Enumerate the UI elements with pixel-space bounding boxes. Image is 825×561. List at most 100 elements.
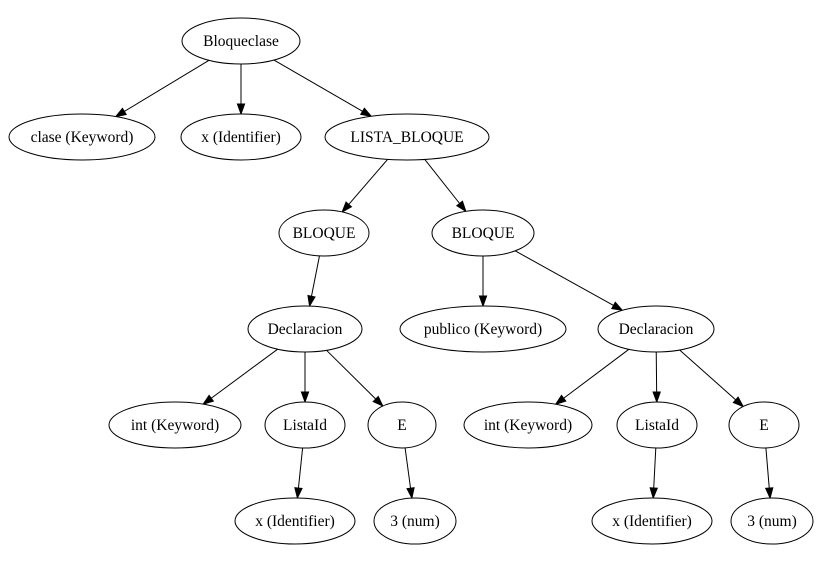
tree-edge-n5-n8 bbox=[514, 250, 624, 312]
arrowhead-icon bbox=[649, 487, 659, 500]
tree-node-n0: Bloqueclase bbox=[181, 17, 301, 65]
node-label: E bbox=[397, 417, 406, 434]
tree-edge-n6-n10 bbox=[300, 352, 310, 404]
tree-node-n1: clase (Keyword) bbox=[8, 113, 156, 161]
node-label: x (Identifier) bbox=[612, 513, 692, 530]
arrowhead-icon bbox=[114, 107, 127, 118]
node-ellipse bbox=[234, 497, 356, 545]
node-ellipse bbox=[278, 209, 370, 257]
edge-line bbox=[563, 348, 630, 399]
node-ellipse bbox=[367, 401, 437, 449]
tree-edge-n8-n14 bbox=[679, 349, 745, 408]
node-label: BLOQUE bbox=[452, 225, 515, 242]
node-label: Bloqueclase bbox=[203, 33, 279, 50]
edge-line bbox=[210, 348, 278, 399]
tree-node-n17: x (Identifier) bbox=[591, 497, 713, 545]
tree-edge-n6-n11 bbox=[326, 349, 384, 408]
arrowhead-icon bbox=[455, 200, 467, 213]
node-ellipse bbox=[181, 17, 301, 65]
tree-node-n4: BLOQUE bbox=[278, 209, 370, 257]
arrowhead-icon bbox=[294, 487, 303, 500]
node-label: BLOQUE bbox=[293, 225, 356, 242]
tree-nodes: Bloqueclase clase (Keyword) x (Identifier)… bbox=[8, 17, 814, 545]
node-label: int (Keyword) bbox=[484, 417, 572, 434]
tree-node-n8: Declaracion bbox=[597, 305, 715, 353]
edge-line bbox=[273, 59, 363, 112]
tree-edge-n0-n2 bbox=[236, 64, 246, 116]
node-label: ListaId bbox=[635, 417, 679, 434]
edge-line bbox=[124, 59, 210, 112]
tree-edge-n6-n9 bbox=[201, 348, 278, 406]
tree-node-n13: ListaId bbox=[616, 401, 698, 449]
edge-line bbox=[765, 447, 770, 489]
tree-edge-n8-n12 bbox=[554, 348, 630, 406]
node-ellipse bbox=[616, 401, 698, 449]
tree-edges bbox=[114, 59, 774, 500]
arrowhead-icon bbox=[406, 487, 415, 500]
node-ellipse bbox=[8, 113, 156, 161]
arrowhead-icon bbox=[478, 295, 488, 308]
arrowhead-icon bbox=[732, 396, 745, 408]
tree-edge-n0-n3 bbox=[273, 59, 373, 118]
tree-edge-n0-n1 bbox=[114, 59, 210, 118]
tree-node-n15: x (Identifier) bbox=[234, 497, 356, 545]
edge-line bbox=[679, 349, 737, 401]
tree-edge-n3-n5 bbox=[424, 159, 467, 213]
edge-line bbox=[424, 159, 461, 204]
node-ellipse bbox=[373, 497, 457, 545]
node-label: ListaId bbox=[283, 417, 327, 434]
arrowhead-icon bbox=[341, 201, 353, 214]
tree-node-n3: LISTA_BLOQUE bbox=[324, 113, 490, 161]
tree-edge-n5-n7 bbox=[478, 256, 488, 308]
edge-line bbox=[310, 255, 320, 297]
node-label: Declaracion bbox=[619, 321, 694, 338]
node-ellipse bbox=[463, 401, 593, 449]
node-ellipse bbox=[324, 113, 490, 161]
tree-node-n2: x (Identifier) bbox=[180, 113, 302, 161]
tree-edge-n8-n13 bbox=[652, 351, 661, 404]
tree-node-n16: 3 (num) bbox=[373, 497, 457, 545]
tree-edge-n4-n6 bbox=[307, 255, 320, 308]
node-label: x (Identifier) bbox=[201, 129, 281, 146]
node-label: E bbox=[759, 417, 768, 434]
edge-line bbox=[326, 349, 377, 400]
arrowhead-icon bbox=[372, 395, 384, 408]
edge-line bbox=[297, 447, 304, 489]
edge-line bbox=[404, 447, 412, 489]
node-label: Declaracion bbox=[268, 321, 343, 338]
node-label: x (Identifier) bbox=[255, 513, 335, 530]
node-label: 3 (num) bbox=[390, 513, 440, 530]
arrowhead-icon bbox=[554, 394, 567, 406]
arrowhead-icon bbox=[201, 394, 215, 406]
node-label: clase (Keyword) bbox=[31, 129, 134, 146]
node-ellipse bbox=[591, 497, 713, 545]
arrowhead-icon bbox=[764, 487, 774, 500]
edge-line bbox=[348, 159, 389, 205]
edge-line bbox=[514, 250, 614, 306]
arrowhead-icon bbox=[359, 107, 373, 118]
node-ellipse bbox=[247, 305, 363, 353]
tree-node-n5: BLOQUE bbox=[431, 209, 535, 257]
node-label: LISTA_BLOQUE bbox=[350, 129, 463, 146]
tree-node-n6: Declaracion bbox=[247, 305, 363, 353]
node-ellipse bbox=[728, 401, 800, 449]
node-label: int (Keyword) bbox=[131, 417, 219, 434]
tree-node-n18: 3 (num) bbox=[730, 497, 814, 545]
node-ellipse bbox=[730, 497, 814, 545]
tree-node-n9: int (Keyword) bbox=[108, 401, 242, 449]
node-label: 3 (num) bbox=[747, 513, 797, 530]
edge-line bbox=[653, 447, 657, 489]
tree-node-n7: publico (Keyword) bbox=[399, 305, 567, 353]
arrowhead-icon bbox=[236, 103, 246, 116]
tree-edge-n11-n16 bbox=[404, 447, 415, 500]
arrowhead-icon bbox=[300, 391, 310, 404]
node-ellipse bbox=[264, 401, 346, 449]
node-label: publico (Keyword) bbox=[424, 321, 542, 338]
arrowhead-icon bbox=[611, 301, 624, 312]
tree-edge-n3-n4 bbox=[341, 159, 389, 214]
tree-edge-n14-n18 bbox=[764, 447, 774, 500]
node-ellipse bbox=[180, 113, 302, 161]
node-ellipse bbox=[399, 305, 567, 353]
tree-edge-n10-n15 bbox=[294, 447, 304, 500]
